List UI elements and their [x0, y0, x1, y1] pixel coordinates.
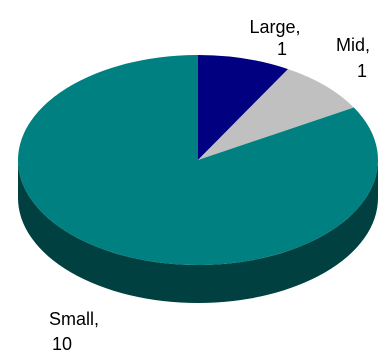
pie-slice-small — [18, 55, 379, 266]
pie-sides — [18, 160, 378, 303]
data-label-large-value: 1 — [277, 39, 287, 59]
pie-slice-large — [198, 55, 288, 160]
data-label-small-name: Small, — [49, 309, 99, 329]
data-label-small-value: 10 — [52, 334, 72, 350]
data-labels: Large, 1 Mid, 1 Small, 10 — [49, 17, 370, 350]
data-label-large-name: Large, — [249, 17, 300, 37]
data-label-mid-name: Mid, — [336, 35, 370, 55]
pie-side-small — [18, 160, 378, 303]
pie-slices — [18, 55, 379, 266]
pie-slice-mid — [198, 69, 354, 160]
data-label-mid-value: 1 — [357, 61, 367, 81]
